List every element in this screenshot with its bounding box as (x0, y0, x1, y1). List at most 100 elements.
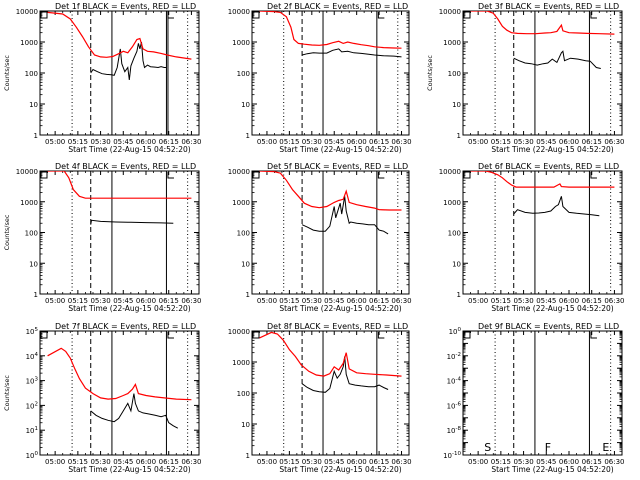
y-tick-label: 10 (29, 260, 38, 268)
x-tick-label: 05:30 (90, 138, 110, 146)
y-tick-label: 10-10 (443, 451, 461, 460)
y-tick-label: 10000 (228, 328, 250, 336)
corner-mark (167, 12, 174, 19)
series-events-black (301, 48, 402, 58)
x-tick-label: 06:30 (181, 297, 201, 305)
y-tick-label: 102 (26, 401, 38, 410)
series-lld-red (259, 171, 402, 211)
x-tick-label: 05:45 (113, 138, 133, 146)
corner-mark (167, 332, 174, 339)
x-tick-label: 06:15 (159, 297, 179, 305)
x-tick-label: 06:00 (136, 297, 156, 305)
plot-frame (462, 170, 623, 295)
plot-frame (39, 170, 200, 295)
x-axis-label: Start Time (22-Aug-15 04:52:20) (68, 465, 190, 474)
y-tick-label: 10 (452, 260, 461, 268)
x-tick-label: 05:15 (279, 138, 299, 146)
x-tick-label: 06:30 (391, 458, 411, 466)
panel-8: 1 10 100 1000 10000 05:00 05:15 05:30 05:45 06:00… (228, 322, 412, 474)
panel-title: Det 4f BLACK = Events, RED = LLD (55, 162, 196, 171)
y-tick-label: 100 (448, 230, 461, 238)
y-tick-label: 1 (34, 291, 38, 299)
x-tick-label: 06:00 (559, 458, 579, 466)
x-tick-label: 05:45 (113, 297, 133, 305)
marker-label-e: E (602, 441, 609, 454)
corner-mark (590, 172, 597, 179)
x-tick-label: 05:00 (45, 297, 65, 305)
corner-mark (40, 331, 48, 339)
x-tick-label: 05:45 (536, 297, 556, 305)
series-events-black (301, 196, 389, 235)
x-tick-label: 06:15 (159, 458, 179, 466)
corner-mark (377, 332, 385, 339)
x-tick-label: 05:45 (324, 138, 344, 146)
x-tick-label: 06:30 (391, 297, 411, 305)
y-axis-label: Counts/sec (426, 55, 434, 91)
x-tick-label: 05:30 (302, 458, 322, 466)
x-tick-label: 06:30 (391, 138, 411, 146)
y-tick-label: 105 (26, 327, 39, 336)
x-tick-label: 06:30 (604, 297, 624, 305)
y-tick-label: 1000 (20, 199, 38, 207)
x-tick-label: 05:30 (302, 297, 322, 305)
y-tick-label: 10 (452, 101, 461, 109)
y-tick-label: 10 (29, 101, 38, 109)
y-tick-label: 10-8 (447, 426, 462, 435)
x-axis-label: Start Time (22-Aug-15 04:52:20) (279, 145, 401, 154)
y-tick-label: 103 (26, 377, 39, 386)
x-tick-label: 05:00 (45, 458, 65, 466)
series-events-black (513, 50, 601, 69)
x-tick-label: 05:00 (257, 458, 277, 466)
y-tick-label: 1000 (443, 39, 461, 47)
x-tick-label: 06:15 (369, 138, 389, 146)
x-tick-label: 05:00 (468, 458, 488, 466)
panel-6: 1 10 100 1000 10000 05:00 05:15 05:30 05:45 06:00… (439, 162, 625, 313)
x-tick-label: 06:00 (347, 138, 367, 146)
y-tick-label: 1 (246, 452, 250, 460)
y-tick-label: 10 (241, 421, 250, 429)
x-tick-label: 06:15 (582, 297, 602, 305)
x-tick-label: 05:30 (513, 458, 533, 466)
series-lld-red (470, 11, 615, 35)
series-lld-red (470, 171, 615, 188)
corner-mark (167, 172, 174, 179)
y-tick-label: 1 (34, 132, 38, 140)
panel-title: Det 5f BLACK = Events, RED = LLD (267, 162, 408, 171)
y-tick-label: 100 (25, 230, 38, 238)
plot-frame (39, 10, 200, 136)
y-tick-label: 104 (26, 352, 39, 361)
x-axis-label: Start Time (22-Aug-15 04:52:20) (68, 304, 190, 313)
panel-title: Det 2f BLACK = Events, RED = LLD (267, 2, 408, 11)
x-tick-label: 05:15 (279, 297, 299, 305)
y-tick-label: 1000 (443, 199, 461, 207)
x-tick-label: 05:15 (68, 458, 88, 466)
x-tick-label: 06:15 (582, 458, 602, 466)
x-tick-label: 05:30 (513, 138, 533, 146)
y-tick-label: 100 (237, 70, 250, 78)
y-axis-label: Counts/sec (3, 55, 11, 91)
y-tick-label: 10000 (16, 168, 38, 176)
y-tick-label: 1 (246, 132, 250, 140)
x-tick-label: 06:30 (181, 458, 201, 466)
corner-mark (463, 171, 471, 179)
y-axis-label: Counts/sec (3, 375, 11, 411)
x-tick-label: 06:15 (369, 458, 389, 466)
x-axis-label: Start Time (22-Aug-15 04:52:20) (491, 304, 613, 313)
marker-label-f: F (545, 441, 551, 454)
y-tick-label: 1 (457, 132, 461, 140)
y-tick-label: 10 (241, 101, 250, 109)
series-lld-red (47, 11, 192, 60)
corner-mark (40, 11, 48, 19)
x-axis-label: Start Time (22-Aug-15 04:52:20) (491, 145, 613, 154)
x-tick-label: 05:15 (68, 297, 88, 305)
y-tick-label: 10-6 (447, 401, 462, 410)
series-lld-red (259, 11, 402, 49)
y-tick-label: 10 (241, 260, 250, 268)
y-tick-label: 10-4 (447, 377, 462, 386)
panel-title: Det 1f BLACK = Events, RED = LLD (55, 2, 196, 11)
y-tick-label: 10000 (16, 8, 38, 16)
y-tick-label: 10000 (439, 168, 461, 176)
